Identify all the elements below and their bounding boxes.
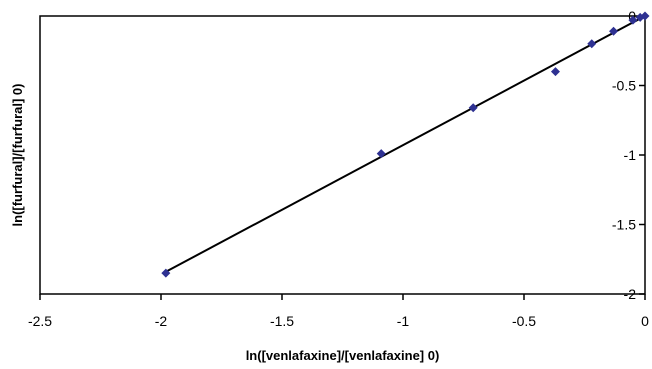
data-point [376, 149, 386, 159]
data-point [468, 103, 478, 113]
x-tick-label: -1 [397, 313, 410, 329]
x-tick-label: 0 [641, 313, 649, 329]
y-tick-label: 0 [628, 8, 636, 24]
y-tick-label: -2 [624, 286, 637, 302]
x-axis-title: ln([venlafaxine]/[venlafaxine] 0) [246, 348, 440, 363]
data-point [587, 39, 597, 49]
data-point [609, 26, 619, 36]
y-axis-title: ln([furfural]/[furfural] 0) [10, 84, 25, 227]
x-tick-label: -1.5 [270, 313, 294, 329]
data-points [161, 11, 650, 278]
trendline [165, 15, 646, 273]
x-axis: -2.5 -2 -1.5 -1 -0.5 0 [28, 294, 649, 329]
data-point [635, 12, 645, 22]
data-point [550, 67, 560, 77]
y-tick-label: -1.5 [612, 217, 636, 233]
y-tick-label: -0.5 [612, 78, 636, 94]
x-tick-label: -2.5 [28, 313, 52, 329]
y-axis: 0 -0.5 -1 -1.5 -2 [612, 8, 645, 302]
y-tick-label: -1 [624, 147, 637, 163]
x-tick-label: -0.5 [512, 313, 536, 329]
data-point [161, 268, 171, 278]
data-point [628, 15, 638, 25]
plot-area-frame [39, 15, 646, 295]
x-tick-label: -2 [155, 313, 168, 329]
